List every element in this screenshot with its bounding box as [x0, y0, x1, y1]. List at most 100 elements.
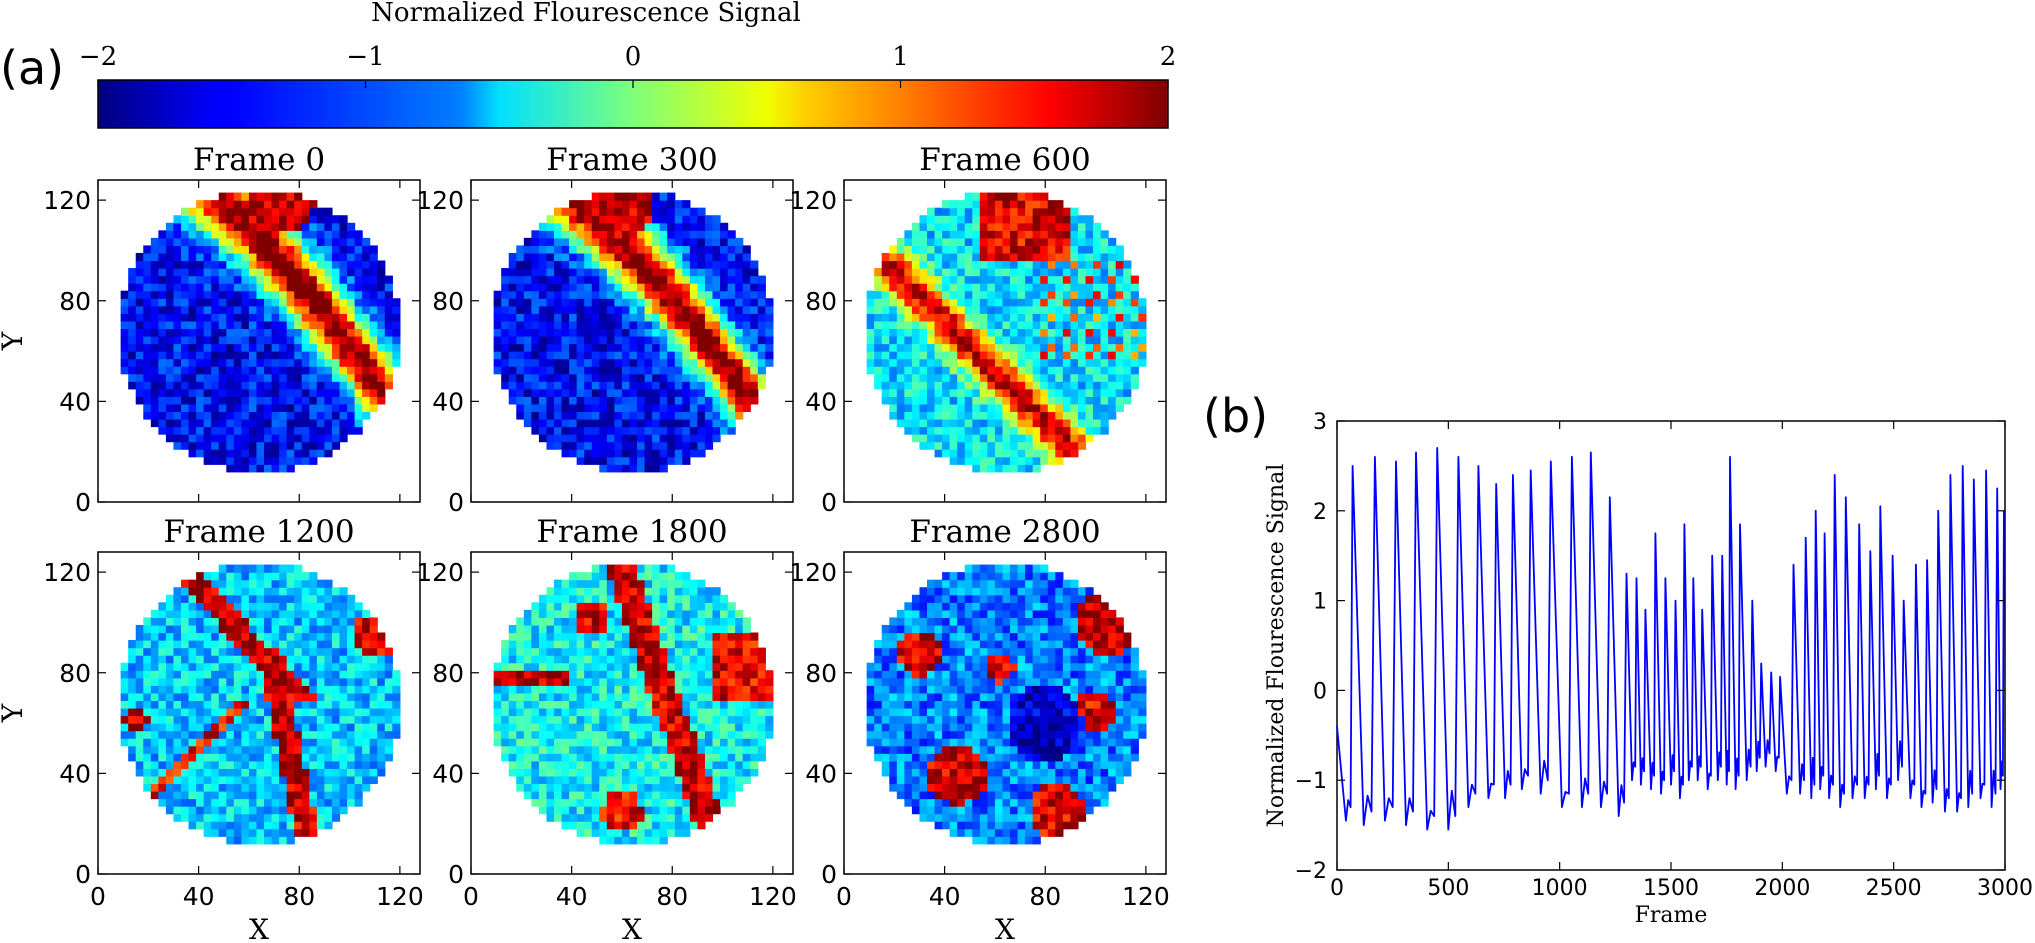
heatmap-cell — [987, 456, 996, 465]
heatmap-cell — [1093, 373, 1102, 382]
heatmap-cell — [309, 411, 318, 420]
heatmap-cell — [384, 745, 393, 754]
heatmap-cell — [369, 298, 378, 307]
heatmap-cell — [652, 388, 661, 397]
heatmap-cell — [301, 215, 310, 224]
heatmap-cell — [294, 783, 303, 792]
heatmap-cell — [1085, 403, 1094, 413]
heatmap-cell — [211, 753, 220, 762]
heatmap-cell — [584, 609, 593, 619]
heatmap-cell — [316, 237, 326, 247]
heatmap-cell — [1017, 192, 1026, 201]
heatmap-cell — [294, 723, 303, 732]
heatmap-cell — [188, 655, 197, 664]
heatmap-cell — [226, 564, 235, 573]
heatmap-cell — [256, 587, 265, 596]
heatmap-cell — [538, 245, 548, 254]
heatmap-cell — [218, 343, 227, 352]
heatmap-cell — [637, 313, 646, 322]
heatmap-cell — [866, 351, 875, 360]
heatmap-cell — [1055, 230, 1064, 239]
heatmap-cell — [377, 388, 386, 397]
heatmap-cell — [1130, 283, 1139, 292]
heatmap-cell — [203, 813, 212, 822]
heatmap-cell — [994, 192, 1004, 201]
heatmap-cell — [248, 798, 258, 807]
heatmap-cell — [674, 373, 683, 382]
heatmap-cell — [286, 753, 295, 762]
heatmap-cell — [561, 305, 570, 314]
heatmap-cell — [569, 790, 578, 800]
heatmap-cell — [1032, 290, 1041, 299]
heatmap-cell — [629, 403, 638, 413]
heatmap-cell — [531, 275, 540, 284]
heatmap-cell — [712, 396, 721, 405]
heatmap-cell — [218, 579, 227, 588]
heatmap-cell — [1062, 351, 1072, 360]
heatmap-cell — [599, 662, 608, 671]
heatmap-cell — [606, 456, 615, 465]
heatmap-cell — [271, 230, 280, 239]
heatmap-cell — [493, 692, 502, 702]
heatmap-cell — [279, 609, 288, 619]
heatmap-cell — [742, 381, 751, 390]
heatmap-cell — [384, 290, 393, 299]
heatmap-cell — [637, 328, 646, 337]
heatmap-cell — [1032, 366, 1041, 375]
heatmap-cell — [493, 298, 502, 307]
heatmap-cell — [576, 685, 585, 694]
heatmap-cell — [614, 753, 623, 762]
heatmap-cell — [523, 373, 532, 382]
heatmap-cell — [516, 617, 525, 626]
heatmap-cell — [621, 381, 631, 390]
heatmap-cell — [1062, 275, 1072, 284]
heatmap-cell — [546, 624, 555, 634]
heatmap-cell — [493, 320, 502, 330]
heatmap-cell — [301, 579, 310, 588]
heatmap-cell — [316, 403, 326, 413]
heatmap-cell — [546, 715, 555, 724]
heatmap-cell — [1032, 305, 1041, 314]
heatmap-cell — [896, 373, 905, 382]
heatmap-cell — [181, 396, 190, 405]
heatmap-cell — [165, 230, 175, 239]
heatmap-cell — [384, 662, 393, 671]
heatmap-cell — [591, 260, 600, 269]
heatmap-cell — [576, 252, 585, 262]
heatmap-cell — [554, 290, 563, 299]
heatmap-cell — [508, 685, 517, 694]
heatmap-cell — [569, 351, 578, 360]
heatmap-cell — [896, 328, 905, 337]
heatmap-cell — [964, 305, 973, 314]
heatmap-cell — [309, 245, 318, 254]
heatmap-cell — [347, 358, 356, 367]
heatmap-cell — [561, 388, 570, 397]
heatmap-cell — [143, 730, 152, 739]
heatmap-cell — [531, 617, 540, 626]
heatmap-cell — [531, 715, 540, 724]
heatmap-cell — [248, 564, 258, 573]
heatmap-cell — [377, 760, 386, 769]
heatmap-cell — [531, 283, 540, 292]
heatmap-cell — [316, 260, 326, 269]
heatmap-cell — [569, 760, 578, 769]
heatmap-cell — [301, 753, 310, 762]
heatmap-cell — [712, 283, 721, 292]
heatmap-cell — [546, 617, 555, 626]
heatmap-cell — [309, 418, 318, 428]
heatmap-cell — [135, 662, 144, 671]
heatmap-cell — [301, 806, 310, 815]
heatmap-cell — [271, 343, 280, 352]
heatmap-cell — [606, 670, 615, 679]
heatmap-cell — [1002, 283, 1011, 292]
heatmap-cell — [919, 222, 928, 231]
heatmap-cell — [1047, 215, 1056, 224]
heatmap-cell — [241, 366, 250, 375]
heatmap-cell — [362, 403, 371, 413]
heatmap-cell — [309, 594, 318, 603]
heatmap-cell — [181, 418, 190, 428]
heatmap-cell — [158, 640, 167, 649]
heatmap-cell — [279, 215, 288, 224]
heatmap-cell — [667, 230, 676, 239]
heatmap-cell — [324, 647, 333, 656]
